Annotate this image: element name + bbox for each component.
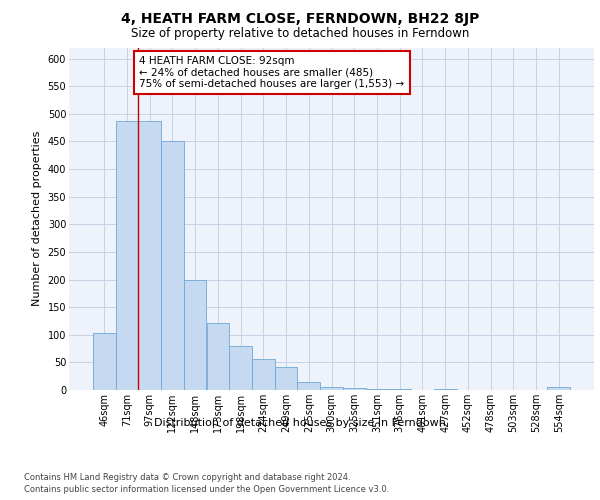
Text: 4 HEATH FARM CLOSE: 92sqm
← 24% of detached houses are smaller (485)
75% of semi: 4 HEATH FARM CLOSE: 92sqm ← 24% of detac… [139, 56, 404, 89]
Text: Contains public sector information licensed under the Open Government Licence v3: Contains public sector information licen… [24, 485, 389, 494]
Text: Distribution of detached houses by size in Ferndown: Distribution of detached houses by size … [154, 418, 446, 428]
Bar [93, 333, 116, 390]
Bar [388, 389, 411, 390]
Bar [320, 387, 343, 390]
Bar [116, 121, 139, 390]
Text: Contains HM Land Registry data © Crown copyright and database right 2024.: Contains HM Land Registry data © Crown c… [24, 472, 350, 482]
Bar [161, 141, 184, 390]
Bar [275, 367, 298, 390]
Bar [365, 389, 388, 390]
Bar [139, 121, 161, 390]
Y-axis label: Number of detached properties: Number of detached properties [32, 131, 42, 306]
Bar [434, 389, 457, 390]
Bar [206, 322, 229, 390]
Bar [298, 382, 320, 390]
Text: Size of property relative to detached houses in Ferndown: Size of property relative to detached ho… [131, 28, 469, 40]
Bar [229, 346, 252, 390]
Bar [343, 388, 365, 390]
Bar [252, 358, 275, 390]
Bar [547, 387, 570, 390]
Bar [184, 280, 206, 390]
Text: 4, HEATH FARM CLOSE, FERNDOWN, BH22 8JP: 4, HEATH FARM CLOSE, FERNDOWN, BH22 8JP [121, 12, 479, 26]
